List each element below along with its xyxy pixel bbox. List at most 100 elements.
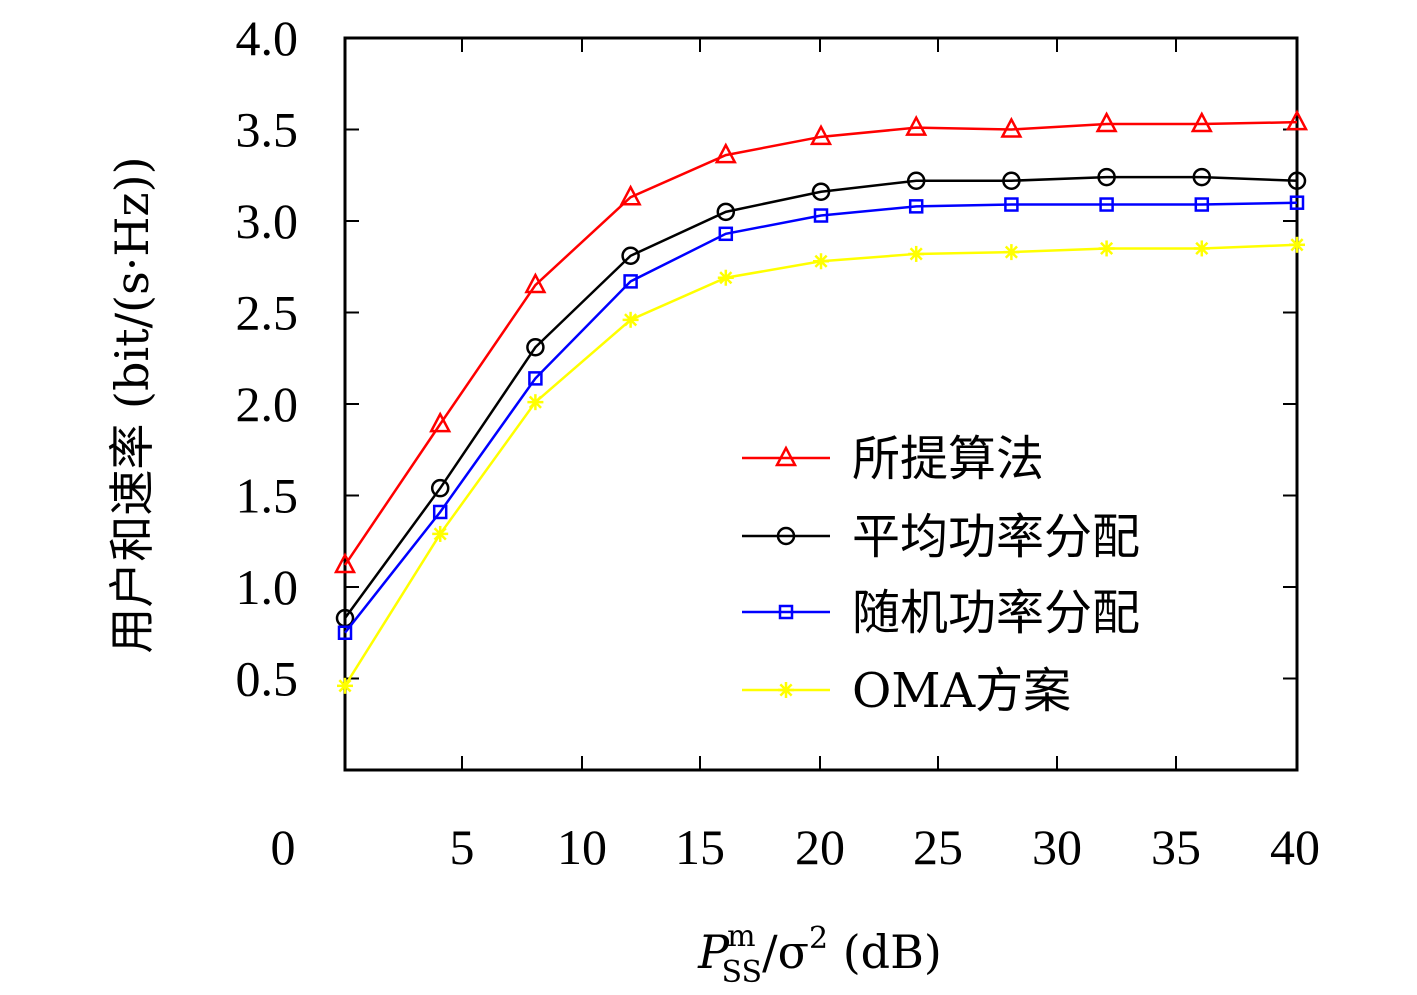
data-point-triangle <box>714 142 737 164</box>
data-point-circle <box>1287 171 1307 190</box>
data-point-triangle <box>905 114 928 136</box>
series-line <box>343 243 1298 687</box>
legend-label: 随机功率分配 <box>852 585 1140 641</box>
data-point-asterisk <box>527 394 544 411</box>
y-tick-label: 4.0 <box>236 10 299 66</box>
y-axis-label: 用户和速率 (bit/(s·Hz)) <box>105 156 159 653</box>
x-tick-label: 30 <box>1032 819 1082 875</box>
data-point-asterisk <box>622 311 639 328</box>
data-point-triangle <box>619 184 642 206</box>
y-axis-ticks: 0.5 1.0 1.5 2.0 2.5 3.0 3.5 4.0 <box>236 10 1297 707</box>
legend-item-1: 所提算法 <box>742 431 1044 487</box>
data-point-square <box>1289 195 1305 210</box>
data-point-circle <box>776 526 796 546</box>
x-tick-label: 25 <box>913 819 963 875</box>
data-point-triangle <box>809 124 833 146</box>
legend-label: 所提算法 <box>852 431 1044 487</box>
data-point-square <box>1004 197 1019 212</box>
data-point-square <box>432 504 448 520</box>
data-point-circle <box>621 246 640 266</box>
series-line <box>343 175 1298 619</box>
x-tick-label: 10 <box>557 819 607 875</box>
data-point-circle <box>1192 167 1212 187</box>
data-point-circle <box>716 202 736 222</box>
plot-area <box>343 36 1299 772</box>
asterisk-stroke <box>338 679 352 693</box>
data-point-square <box>623 274 638 289</box>
data-point-triangle <box>1095 111 1118 133</box>
data-point-square <box>718 226 734 242</box>
data-point-square <box>908 199 924 214</box>
data-point-asterisk <box>1098 240 1115 257</box>
x-tick-label: 5 <box>450 819 475 875</box>
data-point-asterisk <box>1003 244 1020 261</box>
data-point-triangle <box>1285 109 1309 131</box>
asterisk-stroke <box>624 313 638 327</box>
x-tick-label: 15 <box>675 819 725 875</box>
legend-label: 平均功率分配 <box>852 509 1140 565</box>
asterisk-stroke <box>1290 238 1304 252</box>
data-point-triangle <box>333 552 357 574</box>
asterisk-stroke <box>1100 241 1114 255</box>
data-point-circle <box>906 171 926 190</box>
legend-label: OMA方案 <box>852 663 1071 719</box>
series-layer <box>333 109 1309 694</box>
y-tick-label: 1.5 <box>236 468 299 524</box>
legend-item-2: 平均功率分配 <box>742 509 1140 565</box>
data-point-asterisk <box>813 253 829 270</box>
data-point-circle <box>1002 171 1021 190</box>
series-line <box>343 120 1298 566</box>
data-point-asterisk <box>337 677 353 694</box>
y-tick-label: 3.0 <box>236 193 299 249</box>
plot-frame <box>343 36 1299 772</box>
data-point-square <box>1194 197 1210 212</box>
y-tick-label: 2.5 <box>236 285 299 341</box>
data-point-triangle <box>1000 116 1023 138</box>
y-tick-label: 2.0 <box>236 376 299 432</box>
data-point-square <box>778 604 794 620</box>
series-2 <box>335 167 1307 628</box>
data-point-circle <box>811 182 831 201</box>
asterisk-stroke <box>1004 245 1018 259</box>
data-point-square <box>528 371 543 386</box>
data-point-circle <box>526 338 545 357</box>
data-point-square <box>813 208 829 223</box>
x-tick-label: 35 <box>1151 819 1201 875</box>
data-point-triangle <box>1190 111 1213 133</box>
data-point-asterisk <box>432 525 449 542</box>
series-4 <box>337 236 1305 694</box>
data-point-asterisk <box>717 269 734 286</box>
x-axis-label: Pm SS/σ2 (dB) <box>697 919 942 990</box>
data-point-triangle <box>774 445 798 467</box>
x-tick-label: 0 <box>271 819 296 875</box>
x-tick-label: 20 <box>795 819 845 875</box>
asterisk-stroke <box>719 271 733 285</box>
series-line <box>344 201 1298 634</box>
data-point-asterisk <box>1193 240 1210 257</box>
data-point-triangle <box>524 272 547 294</box>
y-tick-label: 1.0 <box>236 559 299 615</box>
data-point-asterisk <box>1289 236 1305 253</box>
data-point-triangle <box>429 411 452 433</box>
legend-item-3: 随机功率分配 <box>742 585 1140 641</box>
asterisk-stroke <box>528 395 542 409</box>
y-tick-label: 3.5 <box>236 102 299 158</box>
data-point-square <box>337 625 353 640</box>
data-point-asterisk <box>778 682 794 698</box>
data-point-circle <box>1097 167 1116 187</box>
data-point-square <box>1099 197 1114 212</box>
y-tick-label: 0.5 <box>236 651 299 707</box>
asterisk-stroke <box>909 247 923 261</box>
asterisk-stroke <box>433 527 447 541</box>
series-1 <box>333 109 1309 574</box>
data-point-asterisk <box>908 245 925 262</box>
asterisk-stroke <box>1195 241 1209 255</box>
series-3 <box>337 195 1305 640</box>
asterisk-stroke <box>814 254 828 268</box>
asterisk-stroke <box>779 683 793 697</box>
legend-item-4: OMA方案 <box>742 663 1071 719</box>
x-tick-label: 40 <box>1270 819 1320 875</box>
data-point-circle <box>430 478 450 498</box>
